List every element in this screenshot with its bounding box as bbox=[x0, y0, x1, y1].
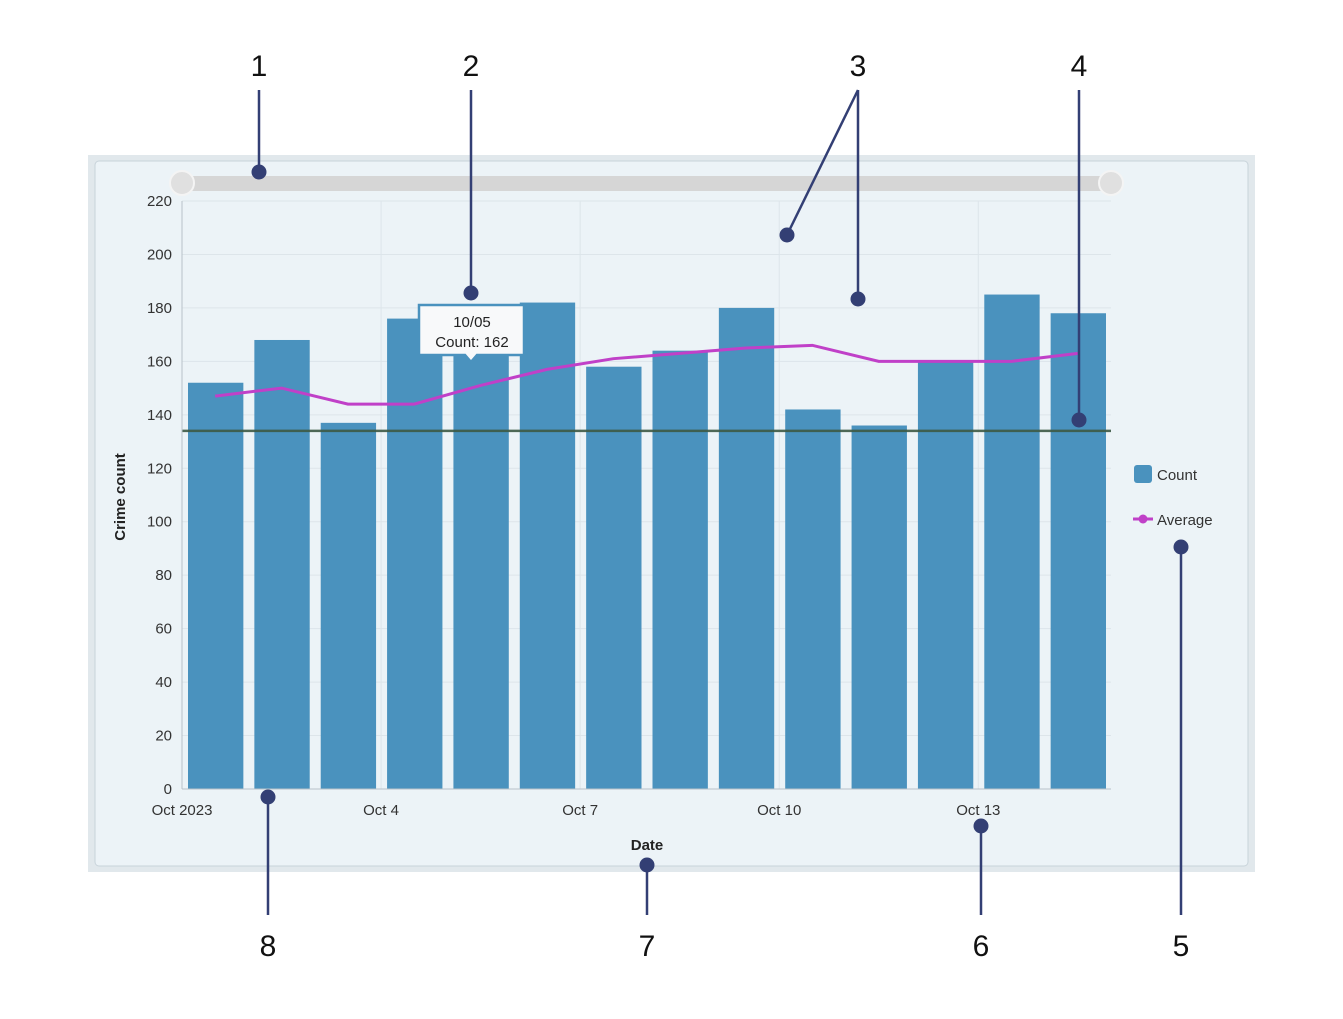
average-line bbox=[214, 343, 1079, 406]
legend-item-count[interactable]: Count bbox=[1134, 465, 1198, 484]
bar bbox=[254, 339, 310, 789]
callouts: 1 2 3 4 5 6 7 8 bbox=[251, 50, 1190, 963]
callout-dot bbox=[779, 227, 795, 243]
bar bbox=[984, 294, 1040, 789]
bars bbox=[188, 294, 1106, 789]
range-slider-left-handle[interactable] bbox=[169, 170, 195, 196]
square-swatch-icon bbox=[1134, 465, 1152, 483]
bar bbox=[652, 350, 708, 789]
y-tick-label: 160 bbox=[147, 353, 172, 370]
range-slider-track[interactable] bbox=[182, 176, 1111, 191]
y-tick-label: 200 bbox=[147, 246, 172, 263]
x-tick-label: Oct 2023 bbox=[152, 802, 213, 819]
y-tick-label: 40 bbox=[155, 674, 172, 691]
y-tick-label: 60 bbox=[155, 621, 172, 638]
bar bbox=[586, 366, 642, 789]
callout-dot bbox=[463, 285, 479, 301]
x-tick-label: Oct 4 bbox=[363, 802, 399, 819]
y-tick-label: 80 bbox=[155, 567, 172, 584]
tooltip: 10/05 Count: 162 bbox=[417, 303, 526, 364]
callout-1: 1 bbox=[251, 50, 268, 180]
x-tick-label: Oct 10 bbox=[757, 802, 801, 819]
callout-number: 4 bbox=[1071, 50, 1088, 83]
callout-dot bbox=[639, 857, 655, 873]
callout-number: 7 bbox=[639, 930, 656, 963]
callout-dot bbox=[260, 789, 276, 805]
callout-8: 8 bbox=[260, 789, 277, 963]
callout-dot bbox=[1071, 412, 1087, 428]
range-slider[interactable] bbox=[169, 170, 1124, 196]
range-slider-right-handle[interactable] bbox=[1098, 170, 1124, 196]
callout-3: 3 bbox=[779, 50, 867, 307]
callout-7: 7 bbox=[639, 857, 656, 963]
axes: 0 20 40 60 80 100 120 140 160 180 200 220 Oct 2023 Oc… bbox=[147, 193, 1111, 819]
callout-2: 2 bbox=[463, 50, 480, 301]
legend-label: Count bbox=[1157, 467, 1198, 484]
callout-number: 5 bbox=[1173, 930, 1190, 963]
callout-number: 2 bbox=[463, 50, 480, 83]
bar bbox=[320, 422, 377, 789]
y-axis-title: Crime count bbox=[112, 453, 129, 541]
bar bbox=[851, 425, 907, 789]
y-tick-label: 120 bbox=[147, 460, 172, 477]
bar bbox=[785, 409, 841, 789]
x-axis-title: Date bbox=[631, 837, 664, 854]
callout-leader bbox=[785, 89, 860, 236]
y-tick-label: 100 bbox=[147, 514, 172, 531]
callout-dot bbox=[973, 818, 989, 834]
callout-number: 6 bbox=[973, 930, 990, 963]
legend: Count Average bbox=[1133, 465, 1213, 529]
tooltip-date: 10/05 bbox=[453, 314, 491, 331]
callout-4: 4 bbox=[1071, 50, 1088, 428]
tooltip-value: Count: 162 bbox=[435, 334, 508, 351]
callout-dot bbox=[1173, 539, 1189, 555]
callout-dot bbox=[251, 164, 267, 180]
callout-dot bbox=[850, 291, 866, 307]
x-tick-label: Oct 13 bbox=[956, 802, 1000, 819]
y-tick-label: 180 bbox=[147, 300, 172, 317]
line-marker-icon bbox=[1138, 514, 1148, 524]
callout-5: 5 bbox=[1173, 539, 1190, 963]
x-tick-label: Oct 7 bbox=[562, 802, 598, 819]
bar bbox=[718, 307, 775, 789]
callout-number: 8 bbox=[260, 930, 277, 963]
bar bbox=[519, 302, 576, 789]
callout-6: 6 bbox=[973, 818, 990, 963]
legend-label: Average bbox=[1157, 512, 1213, 529]
callout-number: 1 bbox=[251, 50, 268, 83]
bar bbox=[453, 356, 509, 789]
bar bbox=[188, 382, 244, 789]
y-tick-label: 20 bbox=[155, 728, 172, 745]
callout-number: 3 bbox=[850, 50, 867, 83]
legend-item-average[interactable]: Average bbox=[1133, 512, 1213, 529]
y-tick-label: 220 bbox=[147, 193, 172, 210]
bar bbox=[387, 318, 443, 789]
bar bbox=[917, 361, 974, 789]
y-tick-label: 0 bbox=[164, 781, 172, 798]
y-tick-label: 140 bbox=[147, 407, 172, 424]
